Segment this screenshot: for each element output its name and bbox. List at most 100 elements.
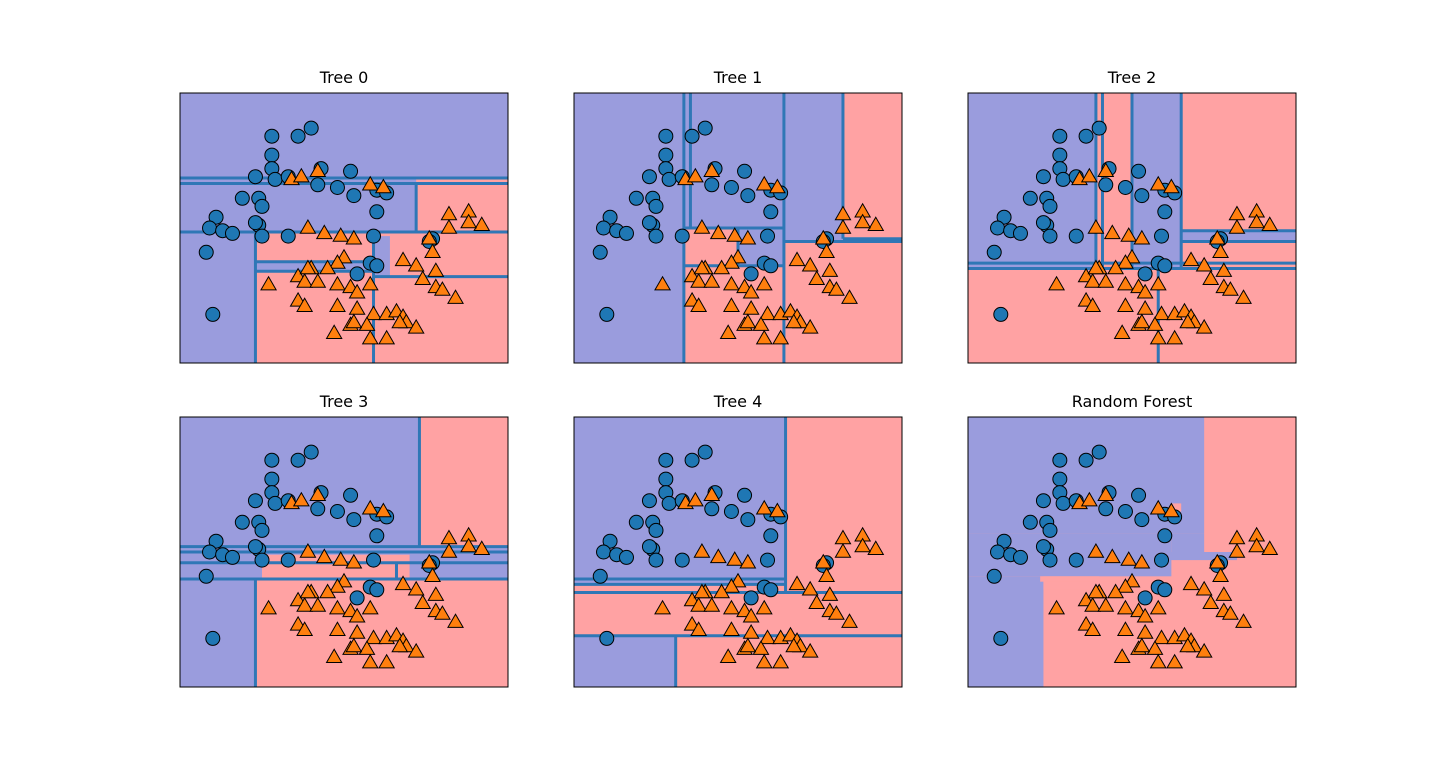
- data-point-class-1: [394, 251, 412, 267]
- data-point-class-1: [407, 580, 425, 596]
- axes-frame: [573, 416, 903, 688]
- data-point-class-1: [328, 254, 346, 269]
- data-point-class-0: [1091, 120, 1107, 136]
- data-point-class-1: [299, 583, 317, 599]
- data-point-class-0: [1157, 204, 1173, 220]
- data-point-class-0: [1055, 171, 1071, 187]
- data-point-class-1: [690, 596, 708, 612]
- data-point-class-1: [768, 178, 786, 194]
- data-point-class-1: [1116, 297, 1134, 312]
- data-point-class-1: [752, 640, 770, 655]
- data-point-class-1: [722, 275, 740, 291]
- data-point-class-1: [1195, 318, 1213, 334]
- data-point-class-1: [703, 486, 721, 501]
- data-point-class-1: [460, 213, 478, 229]
- data-point-class-1: [1113, 324, 1131, 339]
- data-point-class-0: [993, 306, 1009, 322]
- data-point-class-0: [264, 452, 280, 468]
- data-point-class-1: [1179, 637, 1197, 653]
- data-point-class-1: [1149, 599, 1167, 615]
- panel-title: Tree 1: [713, 68, 763, 87]
- data-point-class-0: [1055, 495, 1071, 511]
- data-point-class-1: [407, 642, 425, 658]
- data-point-class-1: [296, 272, 314, 288]
- data-point-class-1: [260, 275, 278, 291]
- data-point-class-0: [1098, 177, 1114, 193]
- data-point-class-0: [990, 220, 1006, 236]
- data-point-class-0: [234, 514, 250, 530]
- data-point-class-1: [1087, 583, 1105, 599]
- data-point-class-1: [1248, 537, 1266, 553]
- plot-area: [574, 417, 902, 687]
- data-point-class-0: [740, 188, 756, 204]
- data-point-class-1: [841, 613, 858, 628]
- data-point-class-0: [658, 147, 674, 163]
- data-point-class-0: [986, 568, 1002, 584]
- data-point-class-1: [841, 289, 858, 304]
- data-point-class-0: [346, 512, 362, 528]
- data-point-class-0: [697, 120, 713, 136]
- data-point-class-0: [1131, 487, 1147, 503]
- data-point-class-1: [345, 637, 363, 653]
- data-point-class-1: [1087, 259, 1105, 275]
- subplot-panel: Tree 3: [179, 392, 509, 688]
- data-point-class-1: [867, 540, 885, 555]
- data-point-class-1: [260, 599, 278, 615]
- data-point-class-1: [827, 605, 845, 620]
- data-point-class-1: [719, 324, 737, 339]
- panel-title: Random Forest: [1072, 392, 1192, 411]
- data-point-class-1: [1202, 270, 1220, 285]
- data-point-class-1: [693, 542, 711, 558]
- data-point-class-1: [1097, 272, 1115, 288]
- data-point-class-1: [1133, 637, 1151, 653]
- data-point-class-1: [703, 596, 721, 612]
- data-point-class-1: [414, 594, 432, 609]
- data-point-class-1: [348, 607, 366, 623]
- data-point-class-1: [1166, 653, 1184, 669]
- data-point-class-1: [345, 229, 363, 245]
- data-point-class-0: [1137, 266, 1153, 282]
- data-point-class-1: [374, 178, 392, 194]
- data-point-class-0: [723, 504, 739, 519]
- plot-area: [574, 93, 902, 363]
- data-point-class-1: [1133, 313, 1151, 329]
- data-point-class-0: [234, 190, 250, 206]
- data-point-class-1: [1116, 599, 1134, 615]
- data-point-class-1: [1221, 281, 1239, 296]
- data-point-class-1: [821, 262, 839, 277]
- data-point-class-1: [1195, 256, 1213, 272]
- data-point-class-0: [628, 514, 644, 530]
- data-point-class-1: [1208, 229, 1226, 245]
- data-point-class-1: [1153, 305, 1170, 321]
- data-point-class-1: [1149, 275, 1167, 291]
- data-point-class-1: [801, 580, 819, 596]
- data-point-class-1: [1212, 243, 1230, 258]
- data-point-class-1: [1166, 329, 1184, 345]
- data-point-class-1: [808, 594, 826, 609]
- data-point-class-0: [1052, 147, 1068, 163]
- data-point-class-0: [247, 493, 263, 509]
- decision-region: [574, 635, 676, 687]
- data-point-class-1: [739, 229, 757, 245]
- data-point-class-0: [290, 128, 306, 144]
- data-point-class-0: [602, 209, 618, 225]
- subplot-panel: Random Forest: [967, 392, 1297, 688]
- plot-area: [180, 93, 508, 363]
- data-point-class-1: [1149, 499, 1167, 515]
- data-point-class-0: [763, 528, 779, 544]
- data-point-class-1: [365, 305, 382, 321]
- data-point-class-0: [1042, 522, 1058, 538]
- data-point-class-0: [990, 544, 1006, 560]
- data-point-class-0: [303, 444, 319, 460]
- data-point-class-0: [280, 552, 296, 568]
- data-point-class-0: [596, 544, 612, 560]
- decision-region: [675, 635, 902, 687]
- data-point-class-1: [713, 583, 731, 599]
- data-point-class-1: [348, 283, 366, 299]
- data-point-class-0: [1117, 180, 1133, 195]
- data-point-class-1: [292, 167, 310, 183]
- data-point-class-1: [818, 567, 836, 582]
- data-point-class-1: [358, 640, 376, 655]
- data-point-class-1: [801, 318, 819, 334]
